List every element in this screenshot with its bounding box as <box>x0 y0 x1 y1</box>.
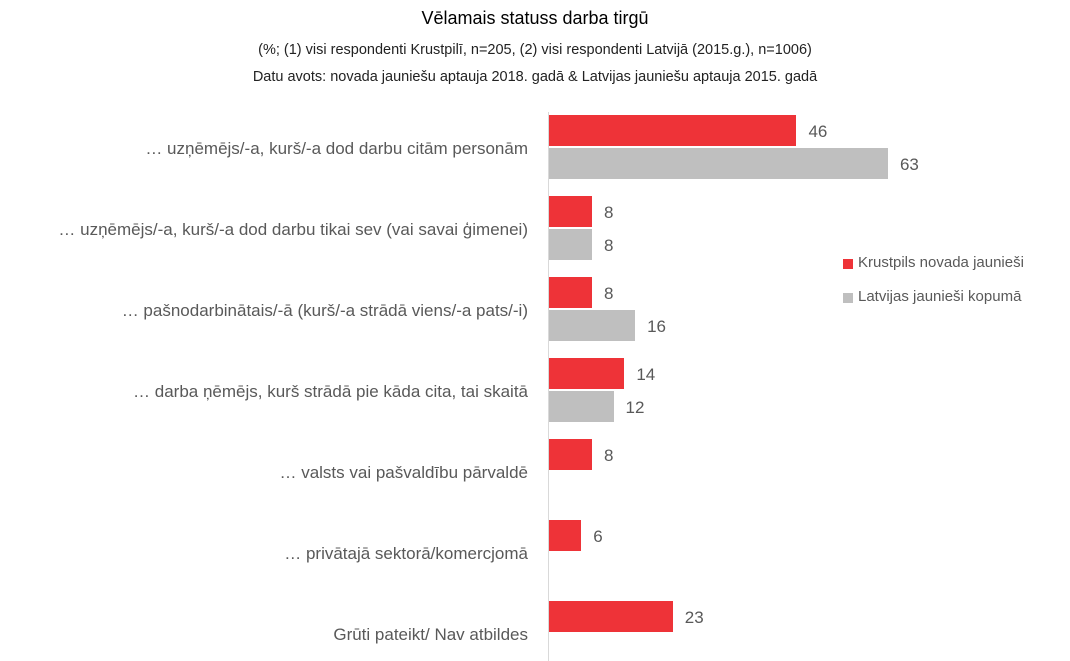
category-label: … uzņēmējs/-a, kurš/-a dod darbu citām p… <box>145 139 528 158</box>
value-label: 6 <box>593 526 603 546</box>
category-label: … valsts vai pašvaldību pārvaldē <box>279 463 528 482</box>
subtitle: Datu avots: novada jauniešu aptauja 2018… <box>252 69 818 85</box>
value-label: 8 <box>604 445 614 465</box>
value-label: 16 <box>647 316 666 336</box>
value-label: 63 <box>899 154 919 174</box>
bar <box>549 229 593 260</box>
bar <box>549 358 625 389</box>
category-label: … uzņēmējs/-a, kurš/-a dod darbu tikai s… <box>58 220 528 239</box>
subtitle: (%; (1) visi respondenti Krustpilī, n=20… <box>258 42 812 58</box>
value-label: 12 <box>625 397 645 417</box>
bar <box>549 310 636 341</box>
bar <box>549 520 582 551</box>
category-label: … privātajā sektorā/komercjomā <box>284 544 528 563</box>
category-label: … darba ņēmējs, kurš strādā pie kāda cit… <box>133 382 528 401</box>
bar <box>549 115 797 146</box>
category-label: Grūti pateikt/ Nav atbildes <box>333 625 528 644</box>
value-label: 8 <box>604 235 614 255</box>
value-label: 14 <box>636 364 656 384</box>
category-label: … pašnodarbinātais/-ā (kurš/-a strādā vi… <box>121 301 528 320</box>
bar <box>549 148 888 179</box>
legend-label: Latvijas jaunieši kopumā <box>858 288 1022 305</box>
bar <box>549 439 593 470</box>
bar <box>549 196 593 227</box>
legend-swatch <box>843 259 853 269</box>
value-label: 8 <box>604 283 614 303</box>
value-label: 46 <box>808 121 828 141</box>
legend-label: Krustpils novada jaunieši <box>858 254 1024 271</box>
axis-line <box>548 112 549 661</box>
bar <box>549 601 673 632</box>
value-label: 23 <box>684 607 704 627</box>
bar <box>549 277 593 308</box>
legend-swatch <box>843 293 853 303</box>
bar <box>549 391 614 422</box>
value-label: 8 <box>604 202 614 222</box>
chart-title: Vēlamais statuss darba tirgū <box>421 8 649 28</box>
